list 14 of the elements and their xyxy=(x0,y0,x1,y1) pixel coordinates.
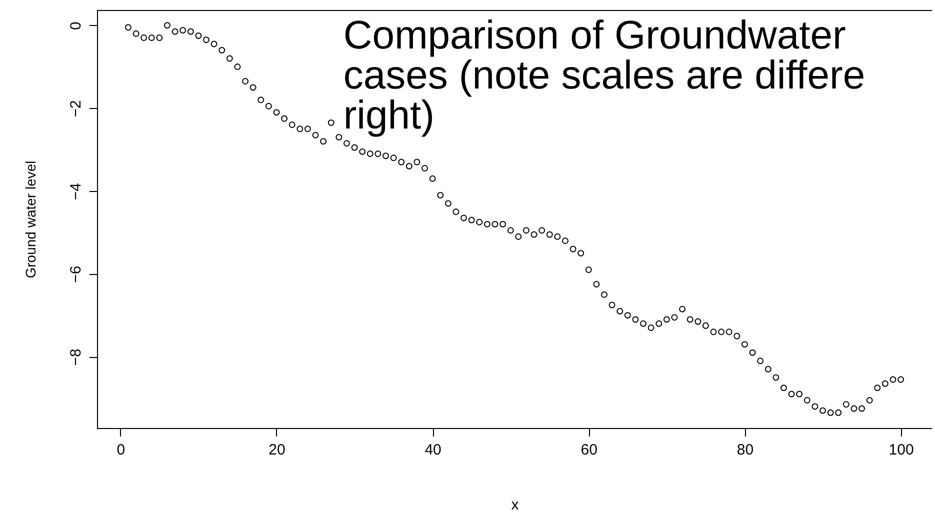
y-tick-label: −8 xyxy=(68,348,84,366)
annotation: Comparison of Groundwater cases (note scales are differe right) xyxy=(343,13,866,138)
y-tick-label: −2 xyxy=(68,100,84,118)
y-tick-label: −4 xyxy=(68,182,84,200)
x-tick-label: 0 xyxy=(116,442,126,458)
x-tick-label: 60 xyxy=(580,442,598,458)
y-tick-label: −6 xyxy=(68,266,84,283)
x-tick-label: 40 xyxy=(424,442,442,458)
x-tick-label: 80 xyxy=(736,442,754,458)
x-tick-label: 20 xyxy=(268,442,286,458)
x-axis-title: x xyxy=(511,496,520,514)
y-tick-label: 0 xyxy=(68,22,84,30)
y-axis-title: Ground water level xyxy=(22,160,38,278)
x-tick-label: 100 xyxy=(888,442,914,458)
